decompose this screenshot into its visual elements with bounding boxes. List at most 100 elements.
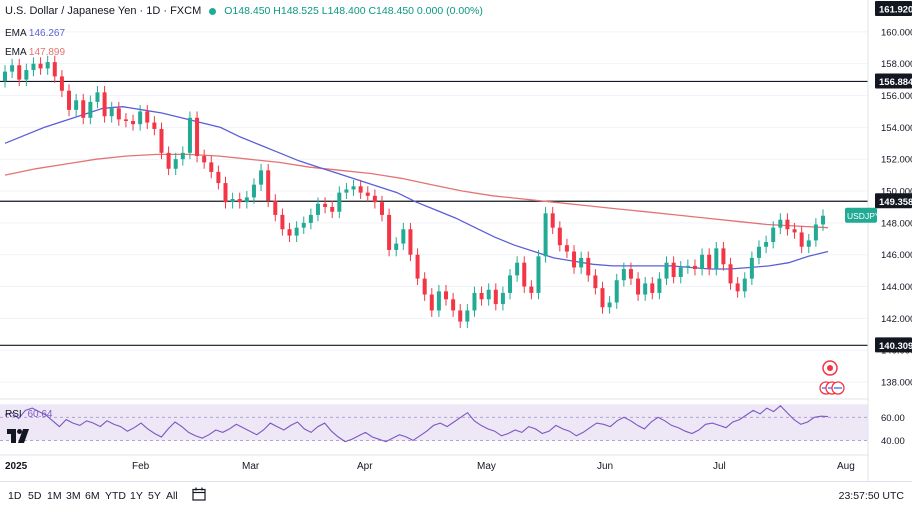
timeframe-3m-button[interactable]: 3M bbox=[66, 490, 81, 502]
candle-body bbox=[821, 215, 825, 225]
timeframe-1d-button[interactable]: 1D bbox=[8, 490, 22, 502]
candle-body bbox=[515, 262, 520, 276]
candle-body bbox=[650, 283, 655, 293]
candle bbox=[259, 163, 264, 192]
candle-body bbox=[365, 192, 370, 196]
candle-body bbox=[294, 227, 299, 236]
candle bbox=[778, 213, 783, 235]
candle-body bbox=[38, 63, 43, 69]
candle bbox=[742, 272, 747, 298]
candle bbox=[166, 146, 171, 176]
candle bbox=[465, 304, 470, 328]
timeframe-1m-button[interactable]: 1M bbox=[47, 490, 62, 502]
candle bbox=[550, 206, 555, 235]
candle bbox=[244, 191, 249, 209]
candle bbox=[387, 208, 392, 257]
candle bbox=[771, 221, 776, 249]
price-badge bbox=[875, 193, 912, 209]
time-tick-label: May bbox=[477, 461, 496, 472]
candle bbox=[74, 93, 79, 117]
candle-body bbox=[764, 241, 769, 247]
candle-body bbox=[351, 186, 356, 190]
candle bbox=[486, 283, 491, 306]
rsi-legend[interactable]: RSI 60.64 bbox=[5, 409, 52, 420]
market-open-icon bbox=[209, 7, 217, 15]
timeframe-1y-button[interactable]: 1Y bbox=[130, 490, 143, 502]
candle-body bbox=[486, 289, 491, 300]
candle bbox=[579, 251, 584, 274]
candle-body bbox=[543, 213, 548, 257]
candle-body bbox=[287, 229, 292, 236]
candle bbox=[173, 152, 178, 176]
candle bbox=[266, 163, 271, 207]
candle bbox=[508, 269, 513, 300]
candle bbox=[152, 116, 157, 136]
candle-body bbox=[707, 254, 712, 270]
timeframe-ytd-button[interactable]: YTD bbox=[105, 490, 126, 502]
ema-slow-legend[interactable]: EMA 147.899 bbox=[5, 47, 65, 58]
candle-body bbox=[123, 119, 128, 121]
candle-body bbox=[223, 183, 228, 203]
timeframe-6m-button[interactable]: 6M bbox=[85, 490, 100, 502]
candle bbox=[500, 286, 505, 311]
candle-body bbox=[45, 62, 50, 69]
candle bbox=[195, 111, 200, 163]
utc-clock[interactable]: 23:57:50 UTC bbox=[838, 490, 904, 502]
price-tick-label: 154.000 bbox=[881, 123, 912, 134]
time-tick-label: Mar bbox=[242, 461, 260, 472]
candle bbox=[223, 176, 228, 209]
price-badge-label: 149.358 bbox=[879, 197, 912, 208]
candle bbox=[323, 197, 328, 214]
candle bbox=[799, 226, 804, 254]
price-badge-label: 156.884 bbox=[879, 77, 912, 88]
symbol-title[interactable]: U.S. Dollar / Japanese Yen · 1D · FXCM bbox=[5, 5, 202, 17]
candle bbox=[664, 256, 669, 285]
candle bbox=[721, 241, 726, 271]
tradingview-logo-icon[interactable] bbox=[7, 429, 29, 448]
candle bbox=[643, 277, 648, 301]
candle-body bbox=[572, 251, 577, 268]
candle bbox=[187, 111, 192, 160]
timeframe-5d-button[interactable]: 5D bbox=[28, 490, 42, 502]
price-badge-label: 140.309 bbox=[879, 341, 912, 352]
candle bbox=[17, 58, 22, 86]
candle bbox=[749, 251, 754, 285]
candle bbox=[131, 114, 136, 131]
ema-fast-legend[interactable]: EMA 146.267 bbox=[5, 28, 65, 39]
candle bbox=[45, 55, 50, 75]
candle bbox=[337, 186, 342, 219]
candle-body bbox=[95, 92, 100, 102]
rsi-level-label: 40.00 bbox=[881, 436, 905, 447]
candle-body bbox=[237, 199, 242, 203]
candle bbox=[692, 259, 697, 276]
candle-body bbox=[671, 262, 676, 278]
timeframe-all-button[interactable]: All bbox=[166, 490, 178, 502]
candle bbox=[557, 221, 562, 252]
candle-body bbox=[799, 232, 804, 247]
time-tick-label: Aug bbox=[837, 461, 855, 472]
rsi-level-label: 60.00 bbox=[881, 413, 905, 424]
candle bbox=[536, 249, 541, 300]
candle-body bbox=[344, 189, 349, 193]
candle bbox=[415, 248, 420, 285]
rsi-panel bbox=[0, 398, 868, 443]
price-badge bbox=[875, 1, 912, 16]
candle bbox=[436, 284, 441, 317]
candle bbox=[479, 286, 484, 306]
price-tick-label: 144.000 bbox=[881, 282, 912, 293]
candle bbox=[792, 222, 797, 239]
candle-body bbox=[621, 269, 626, 281]
calendar-icon[interactable] bbox=[192, 487, 206, 501]
candle bbox=[735, 277, 740, 298]
candle-body bbox=[159, 128, 164, 153]
candle-body bbox=[138, 111, 143, 125]
price-tick-label: 152.000 bbox=[881, 155, 912, 166]
alert-icons[interactable] bbox=[819, 360, 845, 395]
candle-body bbox=[372, 195, 377, 203]
candle-body bbox=[429, 294, 434, 311]
rsi-value: 60.64 bbox=[27, 409, 53, 420]
candle-body bbox=[379, 202, 384, 215]
candle-body bbox=[479, 292, 484, 300]
chart-canvas[interactable]: 138.000140.000142.000144.000146.000148.0… bbox=[0, 0, 912, 481]
timeframe-5y-button[interactable]: 5Y bbox=[148, 490, 161, 502]
